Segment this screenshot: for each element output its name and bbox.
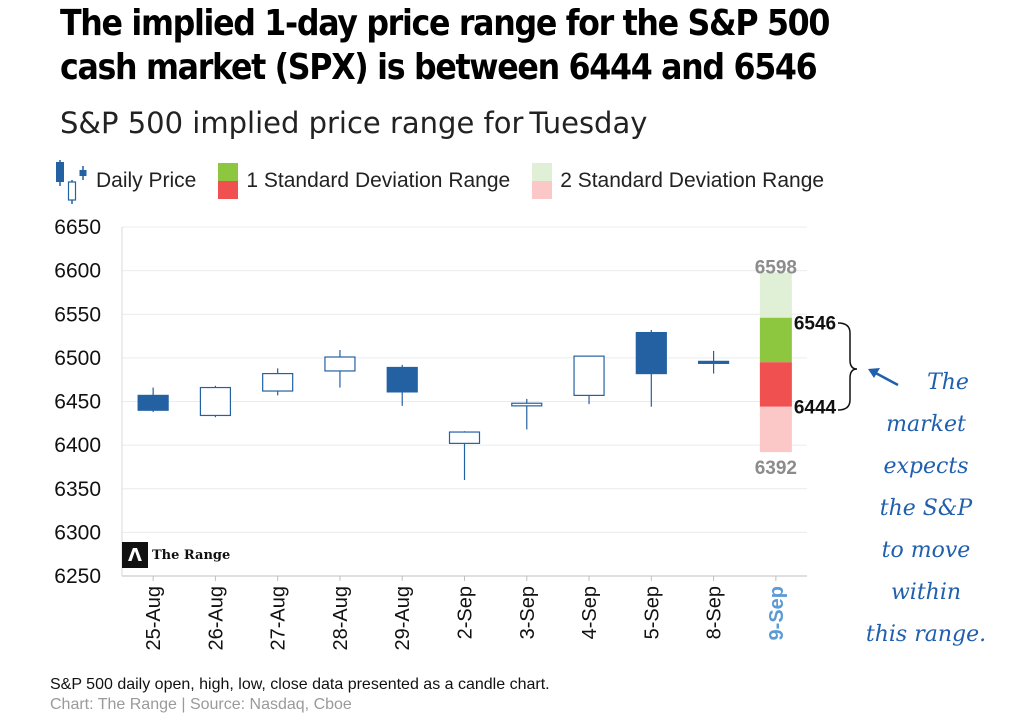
candles <box>137 329 730 481</box>
legend-label-1sd: 1 Standard Deviation Range <box>246 169 511 192</box>
legend-swatch-1sd <box>218 163 239 199</box>
candle <box>511 398 543 430</box>
candle-body <box>573 355 605 396</box>
sd2-low-label: 6392 <box>755 458 797 479</box>
sd2-upper-segment <box>759 272 792 318</box>
sd2-lower-segment <box>759 406 792 453</box>
sd1-lower-segment <box>759 362 792 407</box>
candle-body <box>199 386 232 417</box>
gridlines <box>121 226 807 577</box>
candle-body <box>386 366 418 393</box>
y-tick-label: 6350 <box>54 478 101 501</box>
legend-item-daily-price: Daily Price <box>52 158 196 204</box>
brand-logo: Λ The Range <box>122 542 230 568</box>
y-tick-label: 6450 <box>54 391 101 414</box>
annotation-line: The <box>927 370 969 395</box>
x-tick-label: 5-Sep <box>641 586 663 639</box>
subtitle-text: S&P 500 implied price range for <box>60 106 524 140</box>
legend-label-2sd: 2 Standard Deviation Range <box>560 169 825 192</box>
legend: Daily Price 1 Standard Deviation Range 2… <box>52 156 846 206</box>
candle-body <box>511 402 543 407</box>
chart-title: The implied 1-day price range for the S&… <box>60 3 830 88</box>
sd1-upper-segment <box>759 317 792 363</box>
annotation-line: this range. <box>865 622 987 647</box>
candle-body <box>137 394 169 411</box>
annotation-line: expects <box>883 454 969 479</box>
candle <box>386 364 418 406</box>
y-axis: 6650 6600 6550 6500 6450 6400 6350 6300 6250 <box>54 216 101 588</box>
x-tick-label: 9-Sep <box>766 586 788 640</box>
x-tick-label: 25-Aug <box>143 586 165 651</box>
annotation: The market expects the S&P to move within this… <box>846 362 1006 656</box>
candle <box>573 355 605 405</box>
y-tick-label: 6500 <box>54 347 101 370</box>
x-axis: 25-Aug 26-Aug 27-Aug 28-Aug 29-Aug 2-Sep 3-Sep… <box>143 576 788 651</box>
y-tick-label: 6550 <box>54 303 101 326</box>
annotation-line: within <box>890 580 962 605</box>
candle <box>448 431 481 481</box>
legend-item-1sd: 1 Standard Deviation Range <box>218 163 510 199</box>
legend-swatch-2sd <box>532 163 553 199</box>
caption: S&P 500 daily open, high, low, close dat… <box>50 676 550 693</box>
x-tick-label: 26-Aug <box>205 586 227 651</box>
x-tick-label: 27-Aug <box>268 586 290 651</box>
x-tick-label: 3-Sep <box>517 586 539 639</box>
y-tick-label: 6650 <box>54 216 101 239</box>
candle <box>199 385 232 418</box>
y-tick-label: 6250 <box>54 565 101 588</box>
candle <box>262 368 294 396</box>
y-tick-label: 6300 <box>54 521 101 544</box>
candle <box>635 329 667 407</box>
logo-icon: Λ <box>122 542 148 568</box>
legend-label-daily-price: Daily Price <box>96 169 197 192</box>
candle-body <box>697 360 730 364</box>
annotation-line: the S&P <box>879 496 973 521</box>
annotation-line: to move <box>881 538 971 563</box>
candle-body <box>635 331 667 375</box>
candle <box>324 350 356 388</box>
subtitle-day: Tuesday <box>529 106 648 140</box>
y-tick-label: 6400 <box>54 434 101 457</box>
sd2-high-label: 6598 <box>755 257 797 278</box>
source-note: Chart: The Range | Source: Nasdaq, Cboe <box>50 696 352 713</box>
x-tick-label: 4-Sep <box>579 586 601 639</box>
candle-body <box>448 431 481 444</box>
candle <box>137 387 169 412</box>
logo-text: The Range <box>152 547 231 563</box>
sd1-low-label: 6444 <box>794 398 837 419</box>
arrowhead-icon <box>868 368 880 378</box>
x-tick-label: 8-Sep <box>704 586 726 639</box>
annotation-bracket <box>837 322 899 411</box>
bracket-icon <box>837 322 858 411</box>
legend-item-2sd: 2 Standard Deviation Range <box>532 163 824 199</box>
x-tick-label: 28-Aug <box>330 586 352 651</box>
y-tick-label: 6600 <box>54 260 101 283</box>
candle <box>697 350 730 374</box>
x-tick-label: 2-Sep <box>455 586 477 639</box>
x-tick-label: 29-Aug <box>392 586 414 651</box>
range-labels: 6598 6392 6546 6444 <box>755 257 837 479</box>
candle-body <box>262 372 294 392</box>
candlestick-icon <box>56 160 87 204</box>
chart-subtitle: S&P 500 implied price range for Tuesday <box>60 106 647 140</box>
sd1-high-label: 6546 <box>794 314 836 335</box>
annotation-line: market <box>886 412 966 437</box>
candle-body <box>324 356 356 372</box>
implied-range-bar <box>759 272 792 453</box>
